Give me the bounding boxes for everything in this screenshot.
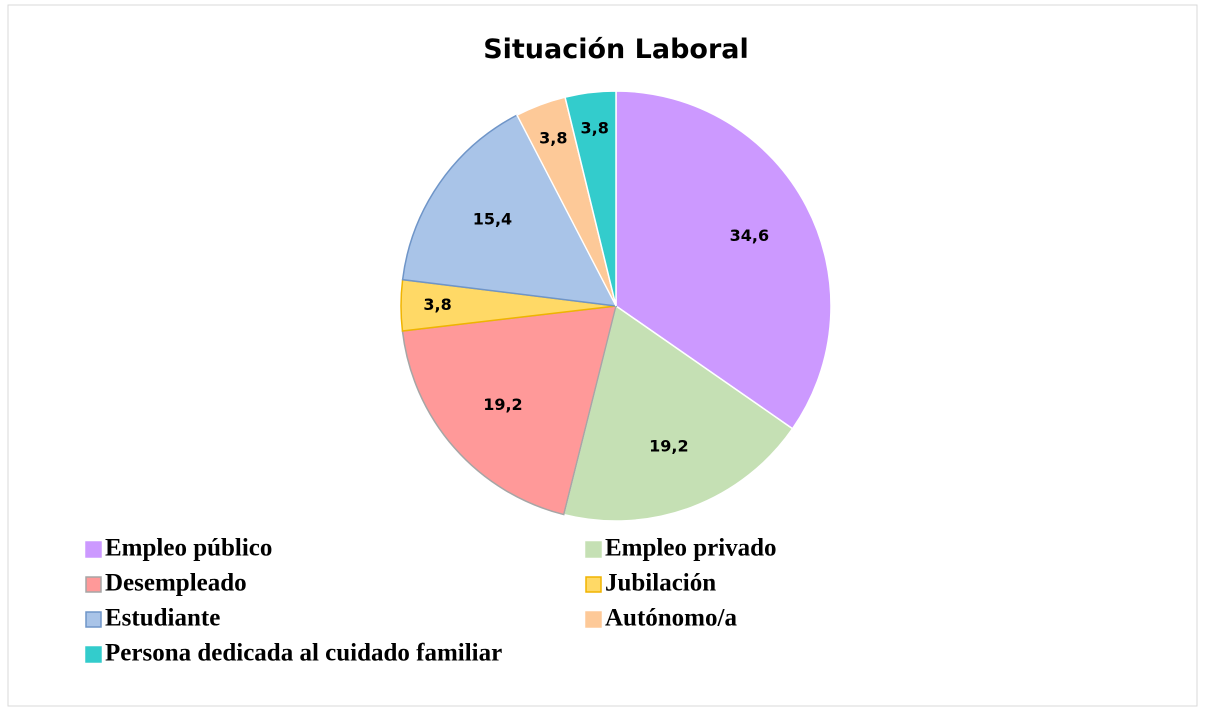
legend-label: Jubilación: [605, 570, 716, 597]
data-label: 34,6: [730, 226, 769, 245]
pie-slice: [564, 90, 617, 307]
pie-slice: [562, 304, 794, 522]
data-label: 3,8: [539, 128, 567, 147]
legend-swatch: [85, 541, 102, 558]
chart-title: Situación Laboral: [483, 34, 749, 65]
data-label: 15,4: [473, 210, 512, 229]
legend-label: Persona dedicada al cuidado familiar: [105, 640, 502, 667]
legend-swatch: [585, 541, 602, 558]
data-label: 3,8: [423, 295, 451, 314]
data-label: 19,2: [483, 395, 522, 414]
legend-swatch: [585, 611, 602, 628]
pie-slice: [401, 305, 617, 516]
legend-swatch: [585, 576, 602, 593]
legend-label: Empleo privado: [605, 535, 777, 562]
data-label: 3,8: [581, 118, 609, 137]
data-label: 19,2: [649, 436, 688, 455]
pie-slice: [401, 114, 618, 307]
legend-swatch: [85, 611, 102, 628]
legend-label: Empleo público: [105, 535, 272, 562]
legend-label: Estudiante: [105, 605, 220, 632]
legend-label: Autónomo/a: [605, 605, 737, 632]
legend-swatch: [85, 646, 102, 663]
legend-swatch: [85, 576, 102, 593]
legend-label: Desempleado: [105, 570, 247, 597]
pie-slice: [615, 90, 832, 430]
